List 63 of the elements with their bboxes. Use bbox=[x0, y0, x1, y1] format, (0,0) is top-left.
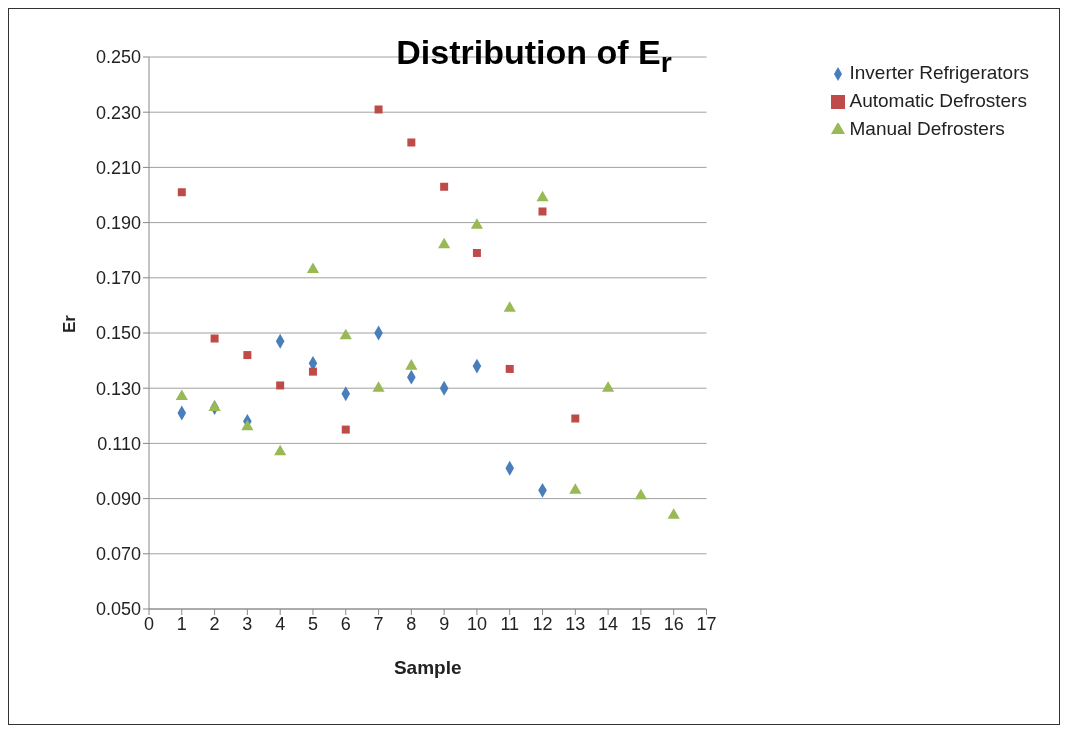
x-tick-label: 4 bbox=[275, 613, 286, 634]
y-tick-label: 0.170 bbox=[95, 268, 141, 289]
x-tick-label: 2 bbox=[209, 613, 220, 634]
y-tick-label: 0.150 bbox=[95, 323, 141, 344]
x-tick-label: 17 bbox=[696, 613, 717, 634]
x-tick-label: 9 bbox=[439, 613, 450, 634]
point bbox=[405, 359, 418, 370]
y-tick-label: 0.130 bbox=[95, 378, 141, 399]
point bbox=[440, 182, 449, 191]
point bbox=[341, 425, 350, 434]
point bbox=[470, 218, 484, 229]
x-tick-label: 0 bbox=[143, 613, 155, 634]
point bbox=[407, 138, 416, 147]
x-tick-label: 12 bbox=[532, 613, 553, 634]
point bbox=[372, 381, 385, 392]
y-tick-label: 0.070 bbox=[95, 544, 141, 565]
point bbox=[374, 105, 383, 114]
point bbox=[339, 328, 352, 340]
y-tick-label: 0.110 bbox=[97, 433, 141, 454]
point bbox=[634, 488, 647, 500]
y-tick-label: 0.190 bbox=[95, 212, 141, 233]
x-tick-label: 15 bbox=[630, 613, 651, 634]
point bbox=[569, 483, 582, 494]
point bbox=[175, 389, 188, 400]
point bbox=[306, 262, 320, 274]
point bbox=[538, 207, 547, 216]
point bbox=[536, 190, 549, 202]
point bbox=[177, 188, 186, 197]
point bbox=[274, 444, 287, 456]
point bbox=[602, 381, 615, 392]
x-tick-label: 10 bbox=[466, 613, 487, 634]
legend-label: Manual Defrosters bbox=[849, 118, 1005, 139]
chart-title: Distribution of E$_{r}$ bbox=[396, 33, 672, 78]
point bbox=[241, 419, 254, 431]
legend-label: Inverter Refrigerators bbox=[849, 62, 1029, 83]
x-tick-label: 5 bbox=[307, 613, 318, 634]
x-tick-label: 16 bbox=[663, 613, 684, 634]
point bbox=[438, 237, 451, 249]
point bbox=[276, 381, 285, 390]
point bbox=[503, 301, 516, 312]
legend-label: Automatic Defrosters bbox=[849, 90, 1027, 111]
x-tick-label: 1 bbox=[176, 613, 187, 634]
y-tick-label: 0.210 bbox=[95, 157, 141, 178]
y-tick-label: 0.090 bbox=[95, 488, 141, 509]
x-tick-label: 8 bbox=[406, 613, 417, 634]
point bbox=[308, 367, 317, 376]
point bbox=[243, 351, 252, 360]
y-tick-label: 0.230 bbox=[95, 102, 141, 123]
x-axis-title: Sample bbox=[393, 657, 462, 678]
x-tick-label: 3 bbox=[242, 613, 253, 634]
x-tick-label: 13 bbox=[565, 613, 586, 634]
x-tick-label: 7 bbox=[373, 613, 384, 634]
y-tick-label: 0.050 bbox=[95, 599, 141, 620]
x-tick-label: 14 bbox=[598, 613, 619, 634]
point bbox=[472, 248, 481, 257]
point bbox=[571, 414, 580, 423]
y-tick-label: 0.250 bbox=[95, 47, 141, 68]
y-axis-title: Er bbox=[60, 314, 80, 333]
x-tick-label: 11 bbox=[500, 613, 520, 634]
x-tick-label: 6 bbox=[340, 613, 351, 634]
point bbox=[505, 364, 514, 373]
point bbox=[667, 508, 680, 519]
point bbox=[210, 334, 219, 343]
